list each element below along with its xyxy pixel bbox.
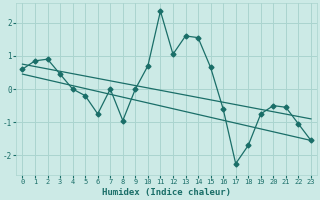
X-axis label: Humidex (Indice chaleur): Humidex (Indice chaleur): [102, 188, 231, 197]
